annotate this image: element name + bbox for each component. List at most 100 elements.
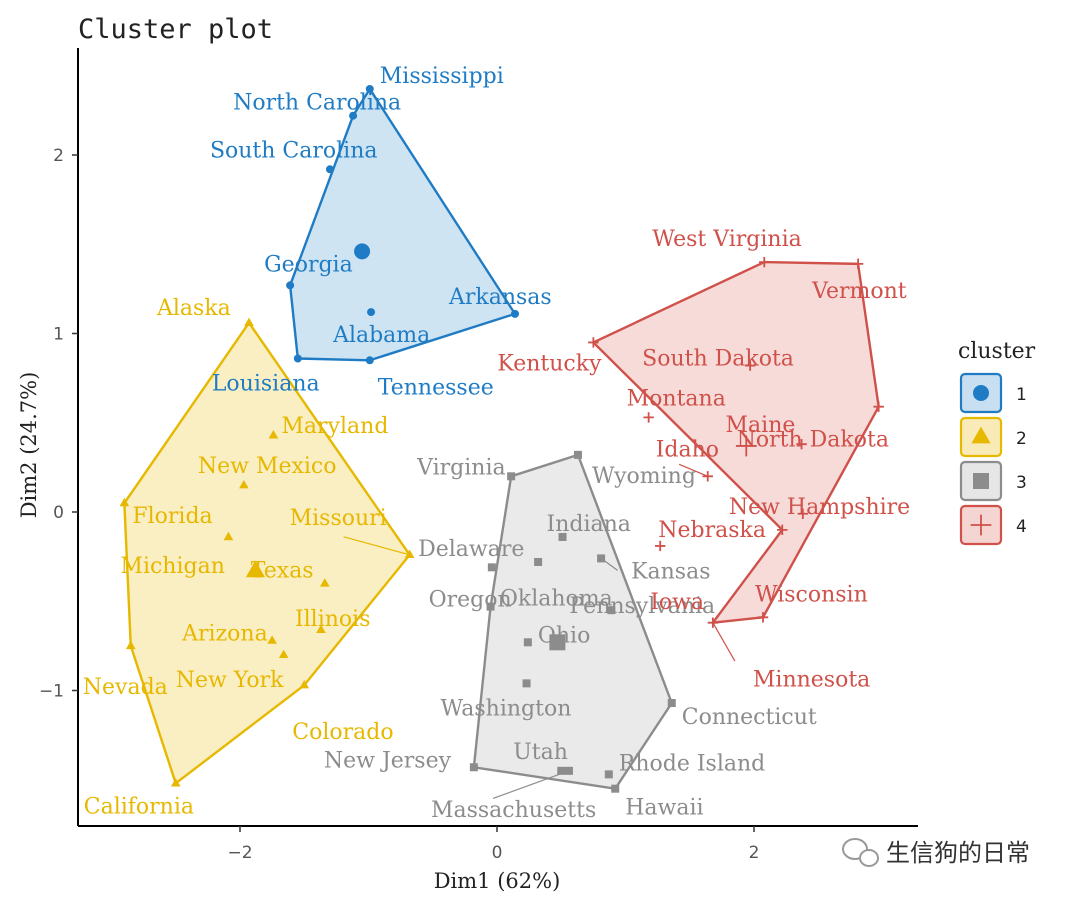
- label-georgia: Georgia: [264, 252, 353, 277]
- legend-item-4: 4: [959, 504, 1027, 546]
- point-alabama: [367, 308, 376, 317]
- label-texas: Texas: [251, 558, 314, 583]
- point-pennsylvania: [607, 606, 616, 615]
- point-delaware: [534, 557, 543, 566]
- legend-symbol-4: [970, 514, 992, 536]
- point-new-mexico: [239, 480, 249, 489]
- label-montana: Montana: [627, 386, 726, 411]
- label-oregon: Oregon: [429, 588, 512, 613]
- leader-kansas: [600, 557, 618, 571]
- label-rhode-island: Rhode Island: [619, 751, 765, 776]
- point-nebraska: [777, 524, 788, 536]
- label-tennessee: Tennessee: [378, 375, 494, 400]
- label-delaware: Delaware: [418, 537, 524, 562]
- label-washington: Washington: [441, 696, 572, 721]
- point-arkansas: [510, 309, 519, 318]
- label-new-york: New York: [176, 668, 284, 693]
- point-washington: [522, 679, 531, 688]
- wechat-icon: [842, 838, 879, 867]
- point-arizona: [267, 635, 277, 644]
- label-north-carolina: North Carolina: [233, 91, 401, 116]
- x-tick-label: 0: [492, 843, 503, 863]
- point-alaska: [244, 317, 254, 326]
- label-alaska: Alaska: [156, 296, 231, 321]
- point-louisiana: [293, 354, 302, 363]
- point-north-carolina: [349, 111, 358, 120]
- cluster-1-centroid: [354, 243, 371, 260]
- leader-massachusetts: [492, 770, 570, 799]
- label-new-hampshire: New Hampshire: [729, 495, 910, 520]
- point-nevada: [125, 640, 136, 650]
- cluster-3-hull: [472, 453, 673, 790]
- legend-label-2: 2: [1016, 429, 1027, 449]
- point-ohio: [523, 638, 532, 647]
- cluster-4-hull: [592, 260, 880, 624]
- point-utah: [557, 766, 566, 775]
- label-alabama: Alabama: [332, 323, 430, 348]
- point-virginia: [507, 472, 516, 481]
- point-north-dakota: [873, 401, 884, 412]
- label-iowa: Iowa: [650, 590, 704, 615]
- label-maryland: Maryland: [281, 414, 388, 439]
- label-mississippi: Mississippi: [380, 64, 504, 89]
- cluster-points: [119, 84, 884, 793]
- label-kentucky: Kentucky: [497, 351, 602, 376]
- leader-missouri: [343, 536, 410, 556]
- point-mississippi: [365, 84, 374, 93]
- label-connecticut: Connecticut: [682, 705, 817, 730]
- legend-item-1: 1: [959, 372, 1027, 414]
- label-minnesota: Minnesota: [753, 668, 870, 693]
- cluster-4-centroid: [735, 435, 757, 457]
- point-missouri: [404, 549, 415, 559]
- point-california: [170, 778, 181, 787]
- point-florida: [119, 497, 130, 507]
- cluster-3-centroid: [549, 634, 566, 651]
- point-oregon: [486, 602, 495, 611]
- x-tick-label: 2: [749, 843, 760, 863]
- label-south-carolina: South Carolina: [210, 138, 378, 163]
- axes: −2 0 2 −1 0 1 2: [39, 48, 918, 863]
- label-arizona: Arizona: [181, 622, 268, 647]
- label-nevada: Nevada: [83, 675, 168, 700]
- legend-label-3: 3: [1016, 473, 1027, 493]
- point-georgia: [286, 281, 295, 290]
- cluster-1-hull: [288, 87, 517, 362]
- y-tick-label: −1: [39, 682, 64, 702]
- label-michigan: Michigan: [120, 554, 224, 579]
- label-florida: Florida: [132, 504, 212, 529]
- label-maine: Maine: [726, 413, 796, 438]
- label-wisconsin: Wisconsin: [755, 582, 868, 607]
- label-utah: Utah: [513, 740, 568, 765]
- label-louisiana: Louisiana: [212, 371, 320, 396]
- point-iowa: [654, 540, 666, 552]
- point-south-dakota: [744, 360, 756, 371]
- point-hawaii: [611, 784, 620, 793]
- point-maine: [796, 438, 807, 450]
- point-wyoming: [573, 450, 582, 459]
- label-illinois: Illinois: [295, 607, 371, 632]
- point-connecticut: [667, 698, 676, 707]
- legend: cluster 1 2 3 4: [958, 339, 1036, 546]
- legend-label-4: 4: [1016, 517, 1027, 537]
- label-ohio: Ohio: [538, 623, 591, 648]
- point-illinois: [316, 624, 326, 634]
- legend-symbol-1: [973, 385, 989, 401]
- point-west-virginia: [759, 256, 770, 268]
- point-rhode-island: [604, 770, 613, 779]
- label-arkansas: Arkansas: [448, 285, 552, 310]
- label-north-dakota: North Dakota: [737, 428, 889, 453]
- point-oklahoma: [487, 563, 496, 572]
- x-tick-label: −2: [227, 843, 252, 863]
- y-tick-label: 0: [53, 503, 64, 523]
- label-nebraska: Nebraska: [658, 518, 766, 543]
- label-wyoming: Wyoming: [592, 464, 696, 489]
- legend-title: cluster: [958, 339, 1036, 364]
- point-colorado: [299, 679, 310, 689]
- label-missouri: Missouri: [290, 506, 387, 531]
- legend-item-3: 3: [959, 460, 1027, 502]
- y-tick-label: 1: [53, 325, 64, 345]
- leader-idaho: [678, 463, 708, 477]
